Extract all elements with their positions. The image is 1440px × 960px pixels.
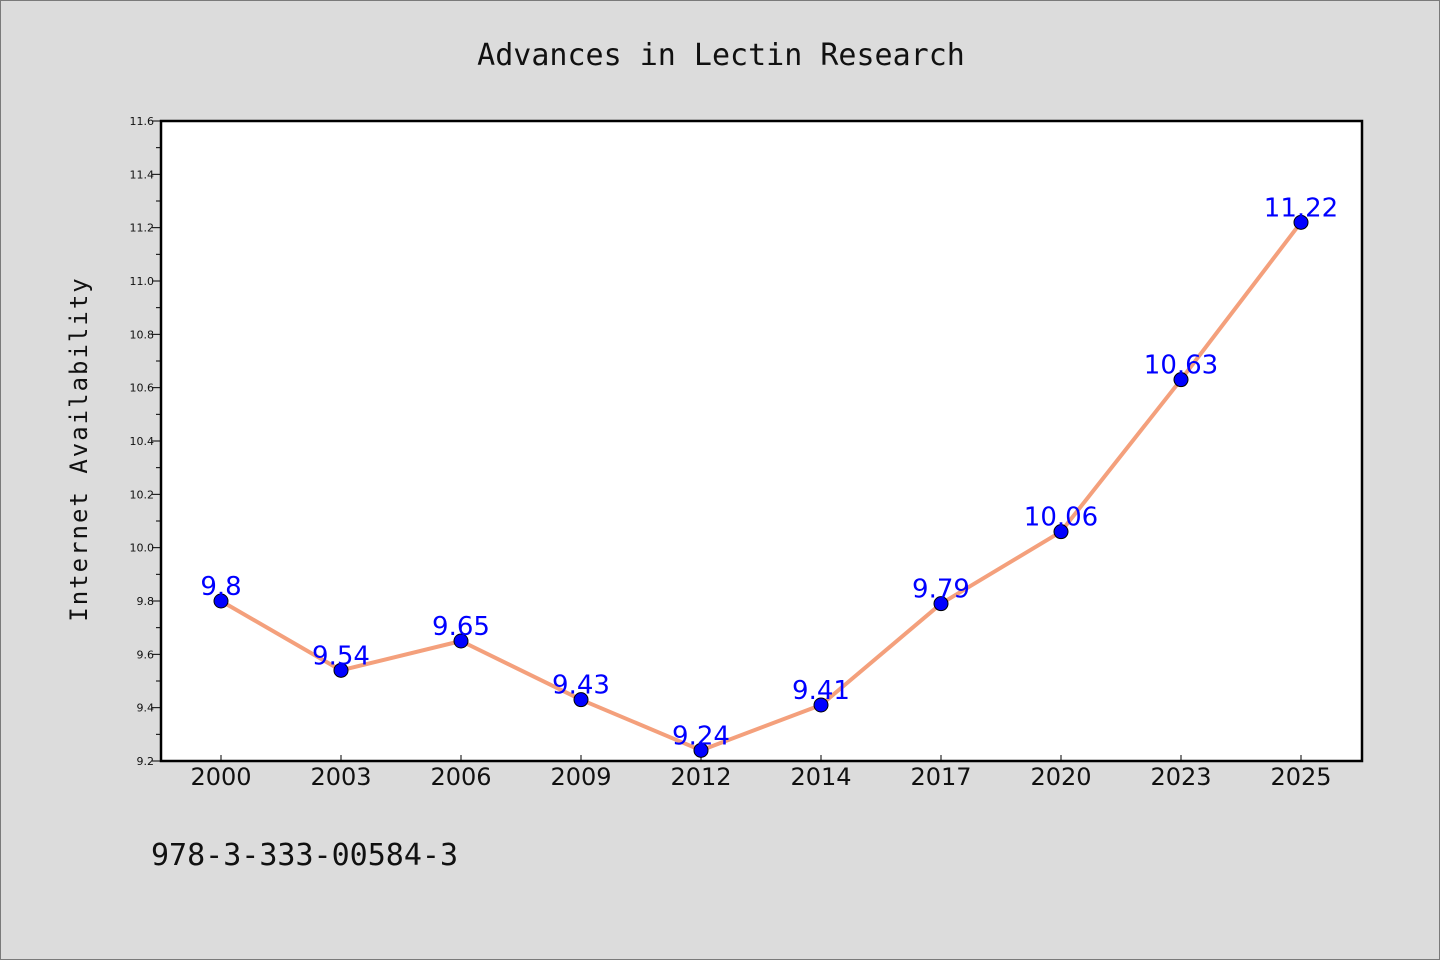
data-label: 9.54 bbox=[312, 641, 370, 671]
x-tick-label: 2009 bbox=[550, 763, 611, 791]
y-tick-label: 11.6 bbox=[130, 115, 155, 128]
data-point bbox=[1293, 214, 1309, 230]
data-label: 9.43 bbox=[552, 671, 610, 701]
x-tick-label: 2017 bbox=[910, 763, 971, 791]
y-tick-label: 10.8 bbox=[130, 328, 155, 341]
x-tick-label: 2025 bbox=[1270, 763, 1331, 791]
data-label: 9.79 bbox=[912, 575, 970, 605]
data-label: 9.8 bbox=[200, 572, 241, 602]
data-point bbox=[1053, 524, 1069, 540]
y-tick-label: 9.6 bbox=[137, 648, 155, 661]
y-tick-label: 11.0 bbox=[130, 275, 155, 288]
data-label: 11.22 bbox=[1264, 193, 1338, 223]
series-layer: 9.8 9.54 9.65 9.43 9.24 9.41 9.79 10.06 10.63 11.… bbox=[200, 193, 1338, 758]
y-tick-label: 11.4 bbox=[130, 168, 155, 181]
y-tick-label: 10.4 bbox=[130, 435, 155, 448]
x-tick-label: 2003 bbox=[310, 763, 371, 791]
x-tick-label: 2000 bbox=[190, 763, 251, 791]
y-tick-label: 9.2 bbox=[137, 755, 155, 768]
y-tick-label: 9.8 bbox=[137, 595, 155, 608]
y-tick-label: 9.4 bbox=[137, 702, 155, 715]
y-tick-label: 10.6 bbox=[130, 382, 155, 395]
data-label: 9.24 bbox=[672, 721, 730, 751]
isbn-text: 978-3-333-00584-3 bbox=[151, 838, 458, 873]
chart-title: Advances in Lectin Research bbox=[477, 38, 965, 73]
x-tick-label: 2014 bbox=[790, 763, 851, 791]
series-line bbox=[219, 220, 1303, 753]
data-label: 10.06 bbox=[1024, 503, 1098, 533]
y-tick-label: 10.2 bbox=[130, 488, 155, 501]
data-point bbox=[213, 593, 229, 609]
y-tick-label: 11.2 bbox=[130, 222, 155, 235]
data-label: 9.65 bbox=[432, 612, 490, 642]
x-tick-label: 2006 bbox=[430, 763, 491, 791]
y-tick-label: 10.0 bbox=[130, 542, 155, 555]
data-point bbox=[693, 742, 709, 758]
x-tick-label: 2020 bbox=[1030, 763, 1091, 791]
y-axis-label: Internet Availability bbox=[65, 276, 93, 621]
data-point bbox=[333, 662, 349, 678]
data-label: 10.63 bbox=[1144, 351, 1218, 381]
data-point bbox=[573, 692, 589, 708]
data-point bbox=[933, 596, 949, 612]
x-tick-label: 2012 bbox=[670, 763, 731, 791]
x-axis-ticks: 2000 2003 2006 2009 2012 2014 2017 2020 2023 2025 bbox=[190, 755, 1332, 791]
x-tick-label: 2023 bbox=[1150, 763, 1211, 791]
data-point bbox=[1173, 372, 1189, 388]
data-label: 9.41 bbox=[792, 676, 850, 706]
data-point bbox=[813, 697, 829, 713]
y-axis-ticks: 9.2 9.4 9.6 9.8 10.0 10.2 10.4 10.6 10.8 11.0 11.2… bbox=[130, 115, 161, 768]
data-point bbox=[453, 633, 469, 649]
plot-area bbox=[159, 119, 1364, 763]
